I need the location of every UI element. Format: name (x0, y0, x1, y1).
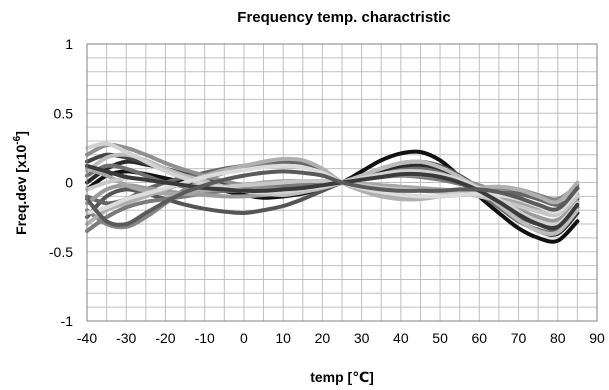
x-tick-label: 30 (354, 330, 370, 346)
y-tick-label: 0.5 (54, 105, 74, 121)
y-axis-title-exponent: -6 (12, 135, 23, 144)
series-line-18 (85, 169, 580, 227)
x-tick-label: -10 (195, 330, 215, 346)
x-tick-label: 90 (589, 330, 605, 346)
x-tick-label: 80 (550, 330, 566, 346)
series-line-17 (85, 163, 580, 231)
x-tick-label: 40 (393, 330, 409, 346)
x-tick-label: 50 (432, 330, 448, 346)
x-tick-label: 70 (511, 330, 527, 346)
series-group (85, 141, 580, 244)
x-tick-label: -40 (77, 330, 97, 346)
x-tick-label: 20 (315, 330, 331, 346)
y-tick-label: 0 (65, 175, 73, 191)
y-tick-label: -1 (61, 313, 74, 329)
y-axis-ticks: 1 0.5 0 -0.5 -1 (49, 36, 73, 329)
x-tick-label: 0 (240, 330, 248, 346)
plot-area (86, 43, 598, 322)
x-tick-label: 10 (275, 330, 291, 346)
chart-title: Frequency temp. charactristic (237, 9, 450, 26)
x-tick-label: -20 (155, 330, 175, 346)
x-tick-label: 60 (472, 330, 488, 346)
y-axis-title: Freq.dev [x10-6] (12, 131, 29, 235)
y-tick-label: 1 (65, 36, 73, 52)
x-axis-title: temp [℃] (310, 369, 374, 385)
y-axis-title-close: ] (13, 131, 29, 136)
x-axis-ticks: -40 -30 -20 -10 0 10 20 30 40 50 60 70 80 90 (77, 330, 605, 346)
y-tick-label: -0.5 (49, 244, 73, 260)
y-axis-title-base: Freq.dev [x10 (13, 144, 29, 234)
x-tick-label: -30 (116, 330, 136, 346)
